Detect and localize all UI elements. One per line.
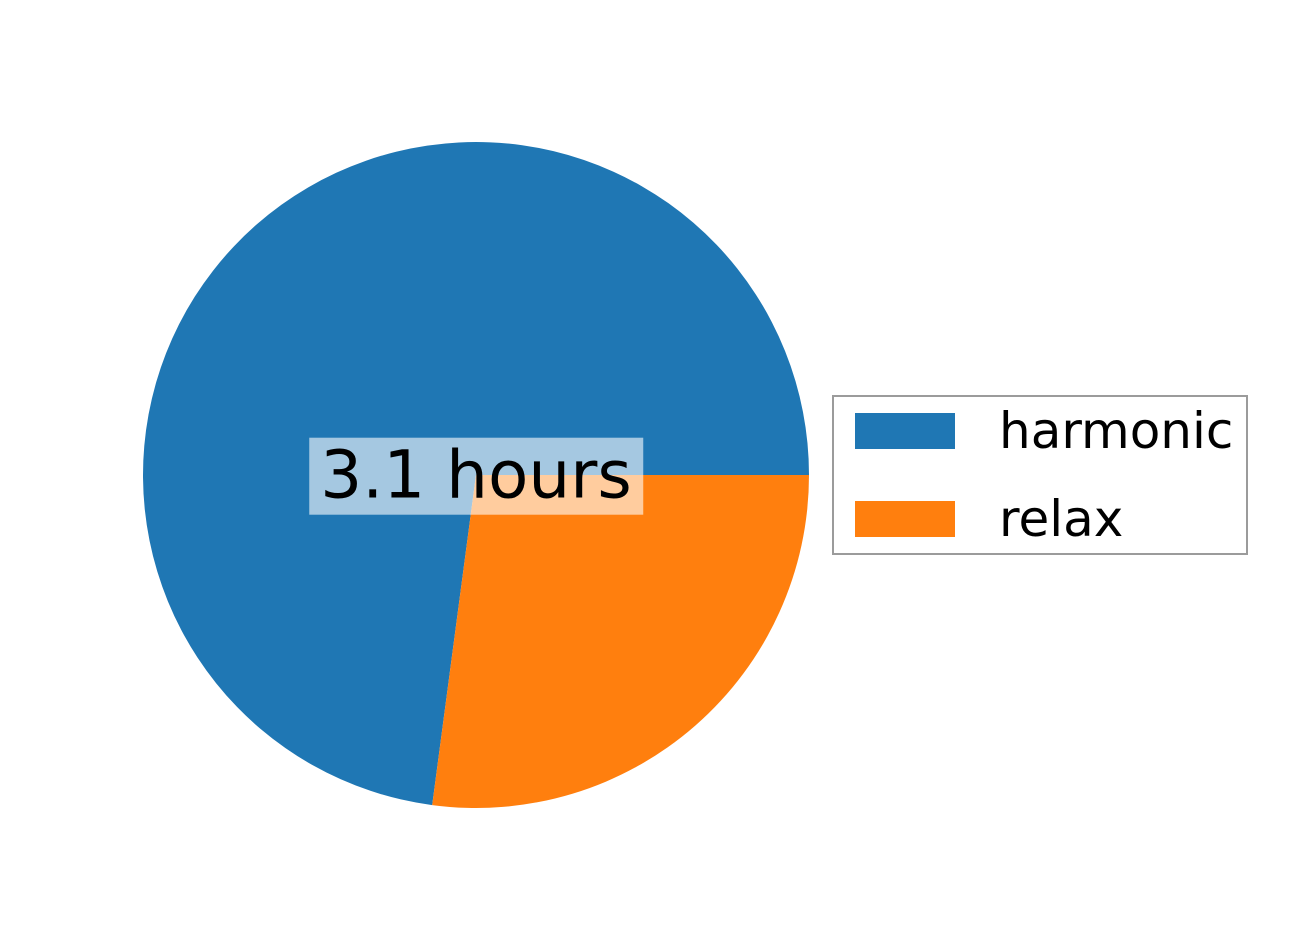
pie-center-label: 3.1 hours [309,437,643,515]
pie-slice-relax [432,475,810,809]
legend-swatch-harmonic [855,413,955,449]
legend-entry-relax: relax [855,494,1246,544]
legend-label-relax: relax [999,490,1124,548]
legend: harmonic relax [832,395,1248,555]
legend-swatch-relax [855,501,955,537]
legend-entry-harmonic: harmonic [855,406,1246,456]
legend-label-harmonic: harmonic [999,402,1234,460]
